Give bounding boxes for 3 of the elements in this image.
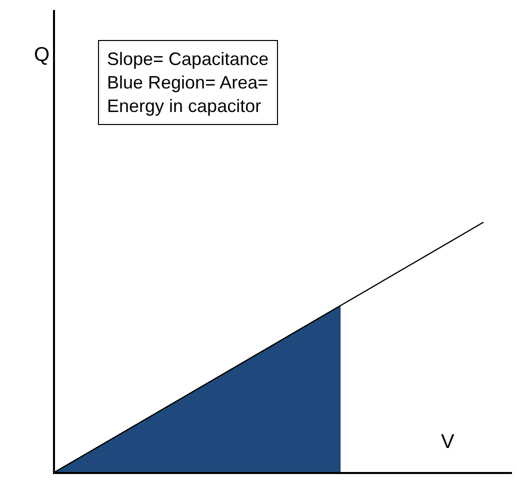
x-axis-title: V — [441, 431, 455, 453]
text: Slope= Capacitance Blue Region= Area= Energy in capacitor — [107, 49, 269, 116]
text: Q — [34, 44, 50, 66]
